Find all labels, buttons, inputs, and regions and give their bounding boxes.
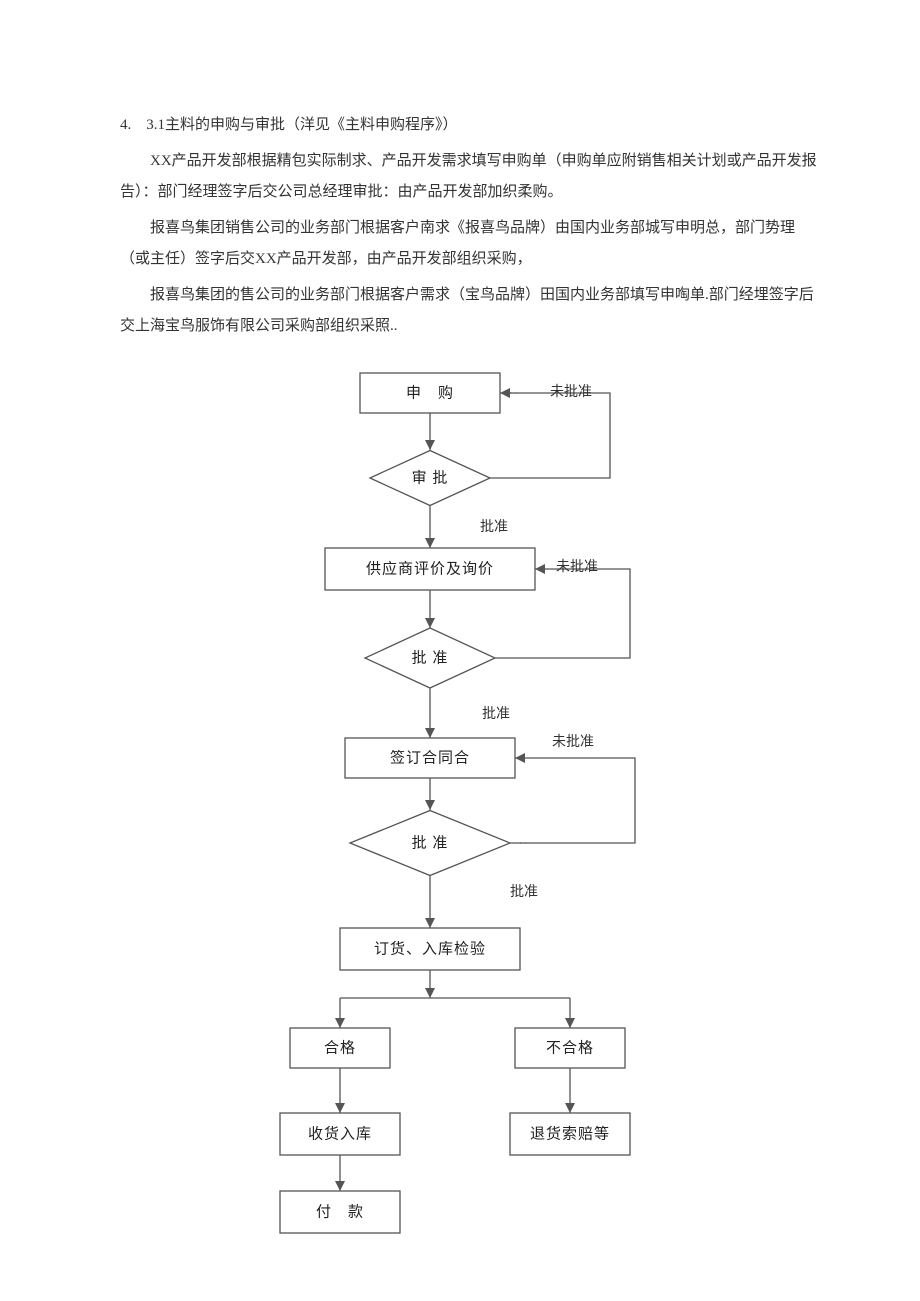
flowchart-svg: 申 购审 批供应商评价及询价批 准签订合同合批 准订货、入库检验合格不合格收货入… bbox=[210, 363, 730, 1243]
svg-text:审 批: 审 批 bbox=[412, 469, 449, 486]
svg-text:供应商评价及询价: 供应商评价及询价 bbox=[366, 559, 494, 577]
svg-text:批 准: 批 准 bbox=[412, 649, 449, 666]
svg-text:订货、入库检验: 订货、入库检验 bbox=[374, 940, 486, 957]
svg-text:合格: 合格 bbox=[324, 1039, 356, 1056]
svg-text:申 购: 申 购 bbox=[406, 384, 454, 401]
svg-text:签订合同合: 签订合同合 bbox=[390, 749, 470, 766]
svg-text:付 款: 付 款 bbox=[316, 1203, 364, 1220]
section-heading: 4. 3.1主料的申购与审批（洋见《主料申购程序》） bbox=[120, 110, 820, 142]
flow-edge-label: 批准 bbox=[480, 519, 508, 535]
svg-text:退货索赔等: 退货索赔等 bbox=[530, 1124, 610, 1142]
flow-edge-label: 批准 bbox=[482, 706, 510, 722]
paragraph-2: 报喜鸟集团销售公司的业务部门根据客户南求《报喜鸟品牌）由国内业务部城写申明总，部… bbox=[120, 213, 820, 276]
flow-edge-label: 批准 bbox=[510, 884, 538, 900]
flow-edge-label: 未批准 bbox=[556, 559, 598, 575]
paragraph-3: 报喜鸟集团的售公司的业务部门根据客户需求（宝鸟品牌）田国内业务部填写申啕单.部门… bbox=[120, 280, 820, 343]
document-page: 4. 3.1主料的申购与审批（洋见《主料申购程序》） XX产品开发部根据精包实际… bbox=[0, 0, 920, 1283]
svg-text:收货入库: 收货入库 bbox=[308, 1125, 372, 1142]
flow-edge-label: 未批准 bbox=[550, 384, 592, 400]
svg-text:批 准: 批 准 bbox=[412, 834, 449, 851]
paragraph-1: XX产品开发部根据精包实际制求、产品开发需求填写申购单（申购单应附销售相关计划或… bbox=[120, 146, 820, 209]
svg-text:不合格: 不合格 bbox=[546, 1039, 594, 1056]
flow-edge-label: 未批准 bbox=[552, 734, 594, 750]
procurement-flowchart: 申 购审 批供应商评价及询价批 准签订合同合批 准订货、入库检验合格不合格收货入… bbox=[210, 363, 730, 1243]
